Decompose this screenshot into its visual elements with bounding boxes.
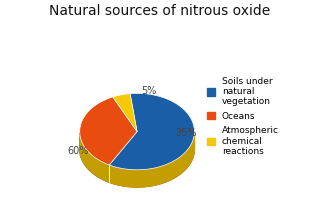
Ellipse shape <box>80 111 195 187</box>
Text: 60%: 60% <box>67 146 89 156</box>
Polygon shape <box>109 93 194 170</box>
Polygon shape <box>109 132 194 187</box>
Title: Natural sources of nitrous oxide: Natural sources of nitrous oxide <box>49 4 271 18</box>
Text: 35%: 35% <box>175 129 196 138</box>
Polygon shape <box>113 94 137 132</box>
Polygon shape <box>80 133 194 187</box>
Legend: Soils under
natural
vegetation, Oceans, Atmospheric
chemical
reactions: Soils under natural vegetation, Oceans, … <box>206 76 279 156</box>
Text: 5%: 5% <box>141 86 156 96</box>
Polygon shape <box>80 97 137 165</box>
Polygon shape <box>80 133 109 182</box>
